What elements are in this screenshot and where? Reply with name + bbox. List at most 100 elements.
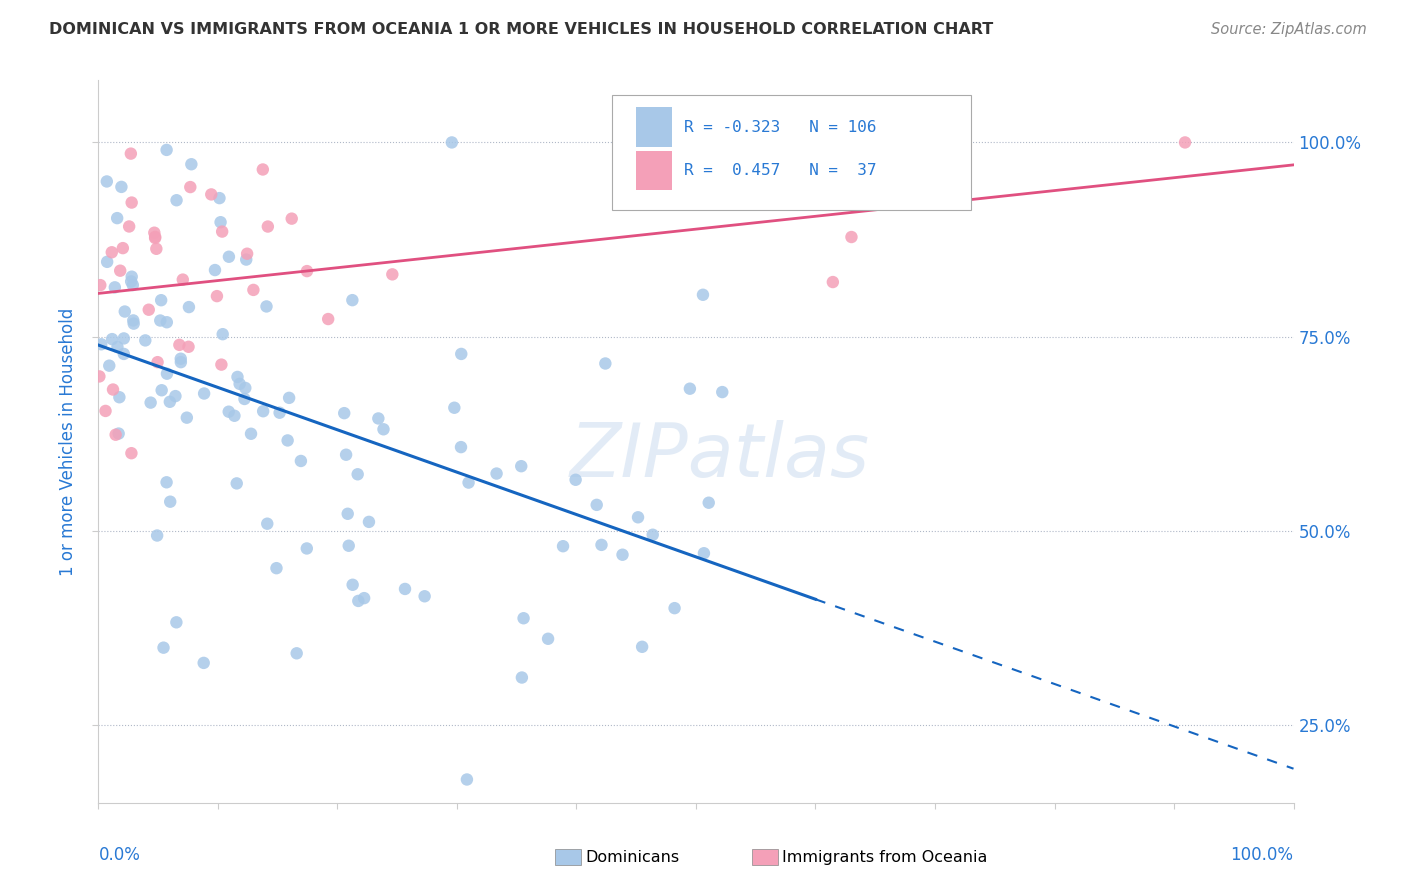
Point — [104, 280, 127, 294]
Text: ZIPatlas: ZIPatlas — [569, 420, 870, 492]
Point — [156, 315, 179, 329]
Point — [107, 426, 129, 441]
Point — [269, 406, 291, 420]
Point — [89, 278, 111, 293]
Point — [256, 516, 278, 531]
Point — [100, 245, 122, 260]
Point — [342, 293, 364, 307]
Point — [146, 355, 169, 369]
Point — [150, 383, 173, 397]
Point — [266, 561, 288, 575]
Point — [612, 548, 634, 562]
Point — [335, 448, 357, 462]
Point — [336, 507, 359, 521]
Point — [373, 422, 395, 436]
Point — [139, 395, 162, 409]
Point — [347, 594, 370, 608]
Point — [353, 591, 375, 606]
Point — [256, 300, 278, 314]
Point — [89, 369, 111, 384]
Point — [177, 340, 200, 354]
Point — [564, 473, 586, 487]
Text: DOMINICAN VS IMMIGRANTS FROM OCEANIA 1 OR MORE VEHICLES IN HOUSEHOLD CORRELATION: DOMINICAN VS IMMIGRANTS FROM OCEANIA 1 O… — [49, 22, 994, 37]
Point — [121, 269, 143, 284]
Point — [209, 358, 232, 372]
Point — [252, 162, 274, 177]
Point — [177, 300, 200, 314]
FancyBboxPatch shape — [613, 95, 972, 211]
Point — [152, 640, 174, 655]
Point — [155, 475, 177, 490]
Point — [134, 334, 156, 348]
Text: R = -0.323   N = 106: R = -0.323 N = 106 — [685, 120, 876, 135]
Point — [179, 180, 201, 194]
Point — [295, 541, 318, 556]
Point — [252, 404, 274, 418]
Point — [236, 246, 259, 260]
Point — [218, 405, 240, 419]
Point — [316, 312, 339, 326]
Point — [145, 242, 167, 256]
Point — [121, 195, 143, 210]
Point — [692, 287, 714, 301]
Point — [120, 146, 142, 161]
Text: R =  0.457   N =  37: R = 0.457 N = 37 — [685, 163, 876, 178]
Point — [277, 434, 299, 448]
Point — [112, 347, 135, 361]
Point — [165, 615, 187, 630]
Point — [211, 327, 233, 342]
Point — [205, 289, 228, 303]
Point — [143, 230, 166, 244]
Point — [233, 381, 256, 395]
Point — [228, 376, 250, 391]
Point — [146, 528, 169, 542]
Point — [111, 241, 134, 255]
Text: 0.0%: 0.0% — [98, 847, 141, 864]
Point — [165, 389, 187, 403]
Point — [101, 332, 124, 346]
Point — [170, 351, 193, 366]
Point — [242, 283, 264, 297]
Point — [450, 440, 472, 454]
Point — [120, 446, 142, 460]
FancyBboxPatch shape — [637, 107, 672, 147]
Point — [512, 611, 534, 625]
Text: Dominicans: Dominicans — [585, 850, 679, 864]
Point — [156, 367, 179, 381]
Y-axis label: 1 or more Vehicles in Household: 1 or more Vehicles in Household — [59, 308, 77, 575]
Point — [172, 272, 194, 286]
Point — [631, 640, 654, 654]
Point — [1174, 136, 1197, 150]
Text: Source: ZipAtlas.com: Source: ZipAtlas.com — [1211, 22, 1367, 37]
Point — [357, 515, 380, 529]
Point — [166, 193, 188, 207]
Point — [346, 467, 368, 482]
Point — [143, 231, 166, 245]
Point — [104, 427, 127, 442]
Point — [537, 632, 560, 646]
Point — [485, 467, 508, 481]
Point — [122, 317, 145, 331]
Point — [101, 383, 124, 397]
Point — [193, 386, 215, 401]
Point — [138, 302, 160, 317]
Point — [457, 475, 479, 490]
Point — [149, 313, 172, 327]
Point — [440, 136, 463, 150]
Point — [170, 355, 193, 369]
Point — [108, 390, 131, 404]
Point — [679, 382, 702, 396]
Point — [143, 226, 166, 240]
Point — [112, 331, 135, 345]
Point — [367, 411, 389, 425]
Point — [551, 539, 574, 553]
Point — [209, 215, 232, 229]
Point — [211, 225, 233, 239]
Point — [94, 404, 117, 418]
Point — [90, 337, 112, 351]
Point — [295, 264, 318, 278]
Point — [98, 359, 121, 373]
Point — [108, 263, 131, 277]
FancyBboxPatch shape — [637, 151, 672, 191]
Point — [226, 370, 249, 384]
